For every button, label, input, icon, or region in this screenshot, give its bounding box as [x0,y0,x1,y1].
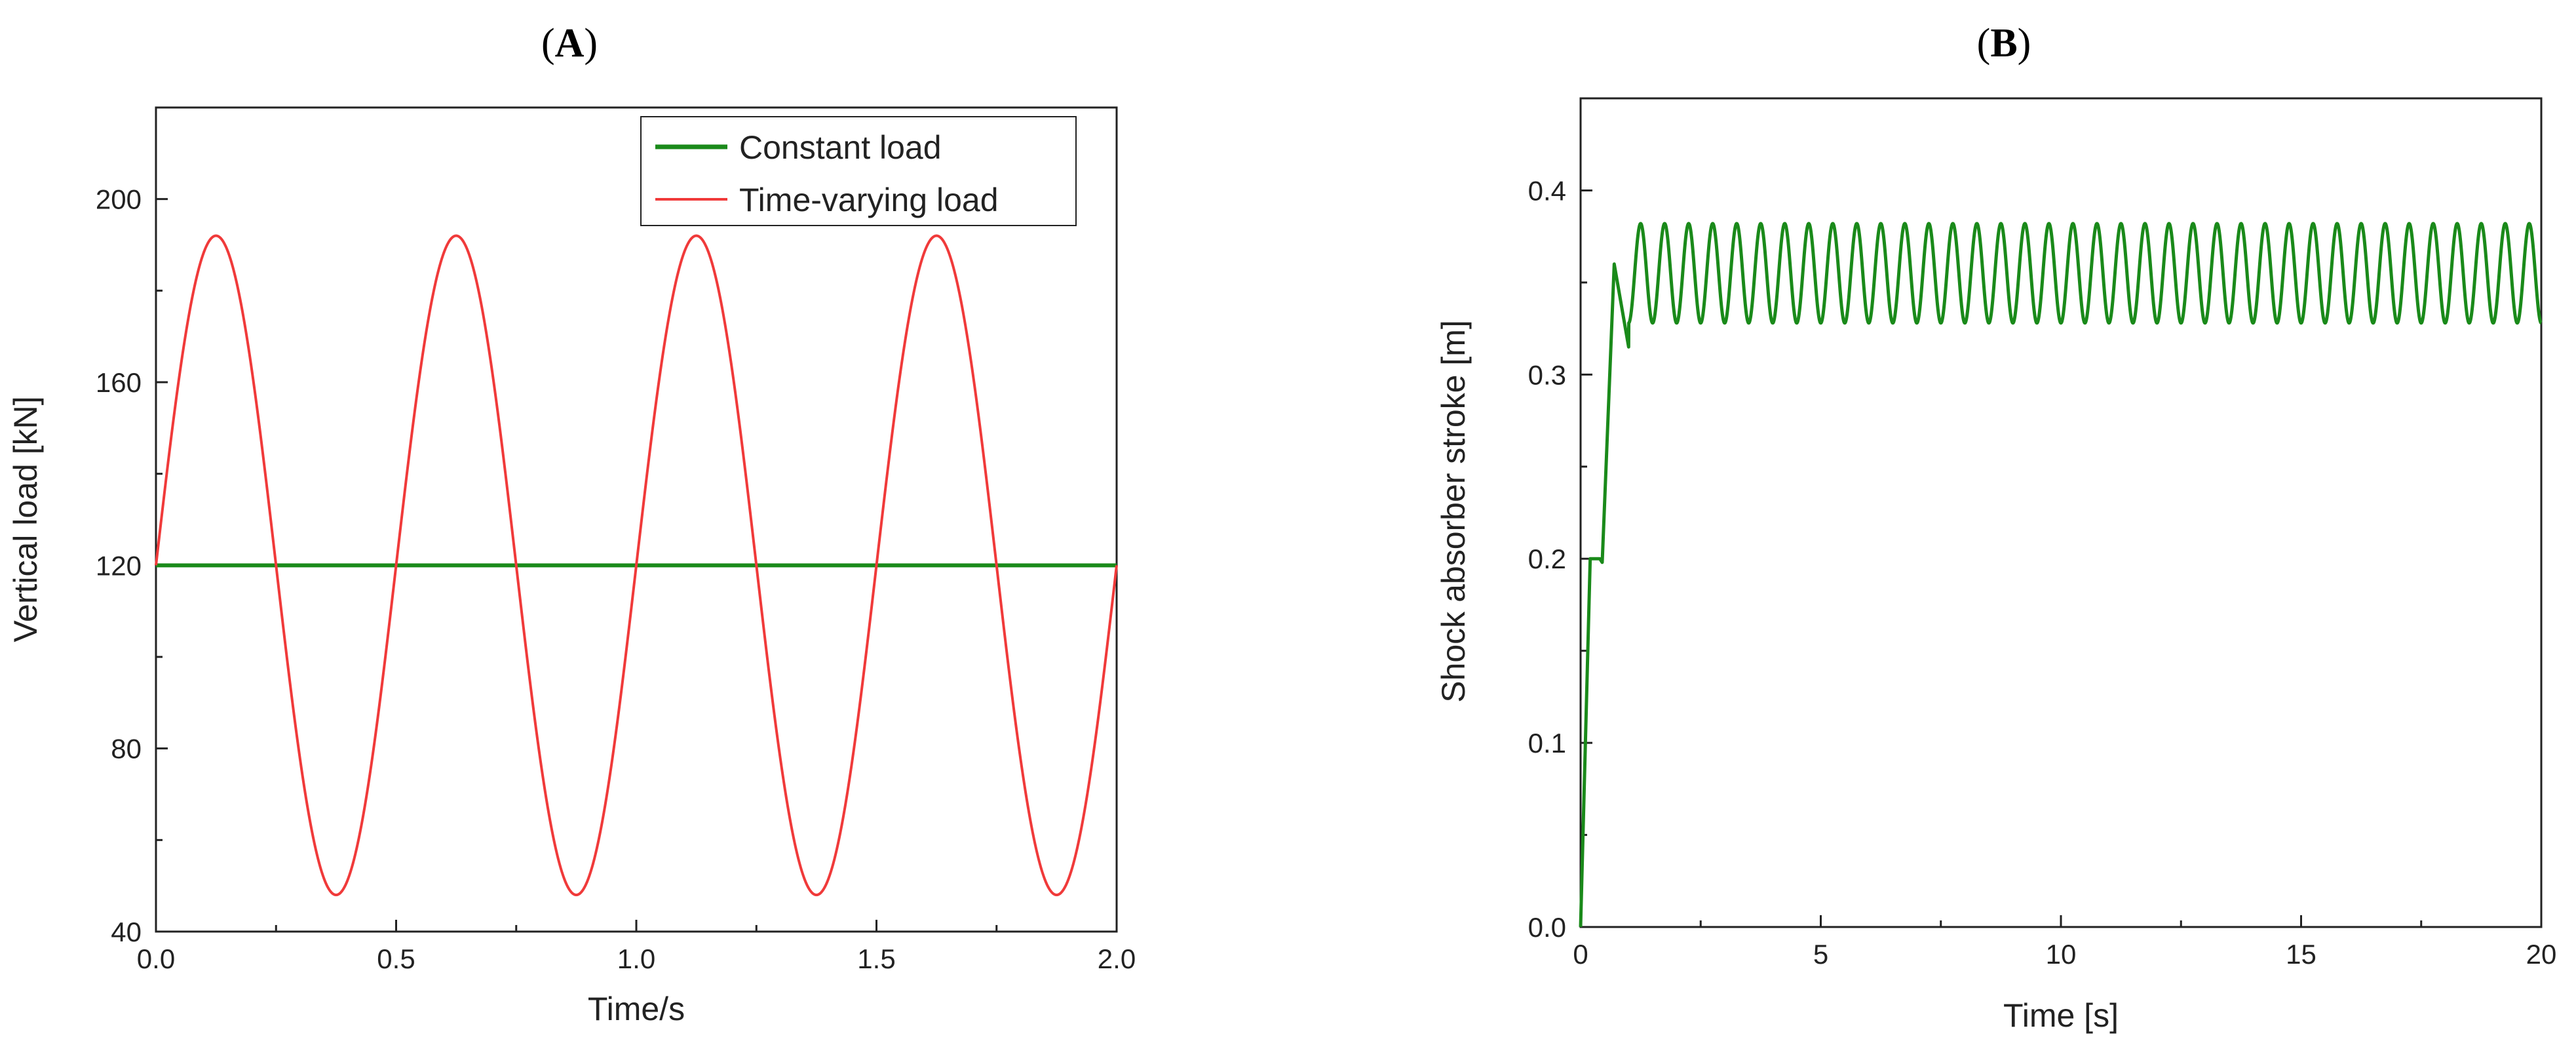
panel-a-letter: A [555,21,585,66]
panel-a-legend: Constant load Time-varying load [640,116,1077,226]
panel-a-label: (A) [541,21,598,66]
panel-a-y-tick-label: 120 [96,550,142,581]
series-time-varying-load-line [155,234,1118,897]
panel-a-plot-frame [155,106,1118,933]
panel-a-x-tick-label: 2.0 [1098,943,1136,974]
panel-b-x-tick-label: 15 [2286,939,2316,970]
panel-a-legend-box [640,116,1077,226]
panel-b-y-tick-label: 0.1 [1528,728,1566,759]
panel-a-x-tick-label: 0.5 [377,943,415,974]
panel-b-y-tick-label: 0.0 [1528,912,1566,943]
panel-a-y-tick-label: 40 [111,917,142,947]
panel-a-y-axis-title: Vertical load [kN] [7,396,44,642]
panel-a-x-tick-label: 1.5 [857,943,895,974]
panel-b: (B) 0 5 10 15 20 0.0 0.1 0.2 0.3 0.4 Time [s] Sho… [1435,21,2556,1034]
panel-b-ticks: 0 5 10 15 20 0.0 0.1 0.2 0.3 0.4 [1528,175,2557,970]
series-shock-absorber-stroke-line [1579,222,2543,928]
panel-a-y-tick-label: 80 [111,734,142,764]
panel-b-series [1579,222,2543,928]
panel-a-series [155,234,1118,897]
panel-b-x-tick-label: 0 [1573,939,1588,970]
panel-b-x-axis-title: Time [s] [2003,997,2119,1034]
panel-b-label: (B) [1977,21,2031,66]
panel-b-plot-frame [1579,97,2543,928]
legend-label-time-varying-load: Time-varying load [739,182,999,218]
panel-b-x-tick-label: 20 [2526,939,2557,970]
panel-b-y-tick-label: 0.2 [1528,543,1566,574]
panel-a-x-tick-label: 1.0 [617,943,655,974]
panel-b-letter: B [1990,21,2017,66]
panel-b-y-tick-label: 0.3 [1528,359,1566,390]
panel-a-x-tick-label: 0.0 [137,943,175,974]
panel-b-x-tick-label: 5 [1813,939,1828,970]
panel-a-y-tick-label: 200 [96,184,142,215]
legend-label-constant-load: Constant load [739,129,942,166]
panel-a-ticks: 0.0 0.5 1.0 1.5 2.0 40 80 120 160 200 [96,184,1136,974]
panel-a-x-axis-title: Time/s [588,991,685,1027]
panel-a-y-tick-label: 160 [96,367,142,398]
panel-b-y-tick-label: 0.4 [1528,175,1566,206]
panel-b-x-tick-label: 10 [2046,939,2077,970]
panel-b-y-axis-title: Shock absorber stroke [m] [1435,320,1472,703]
